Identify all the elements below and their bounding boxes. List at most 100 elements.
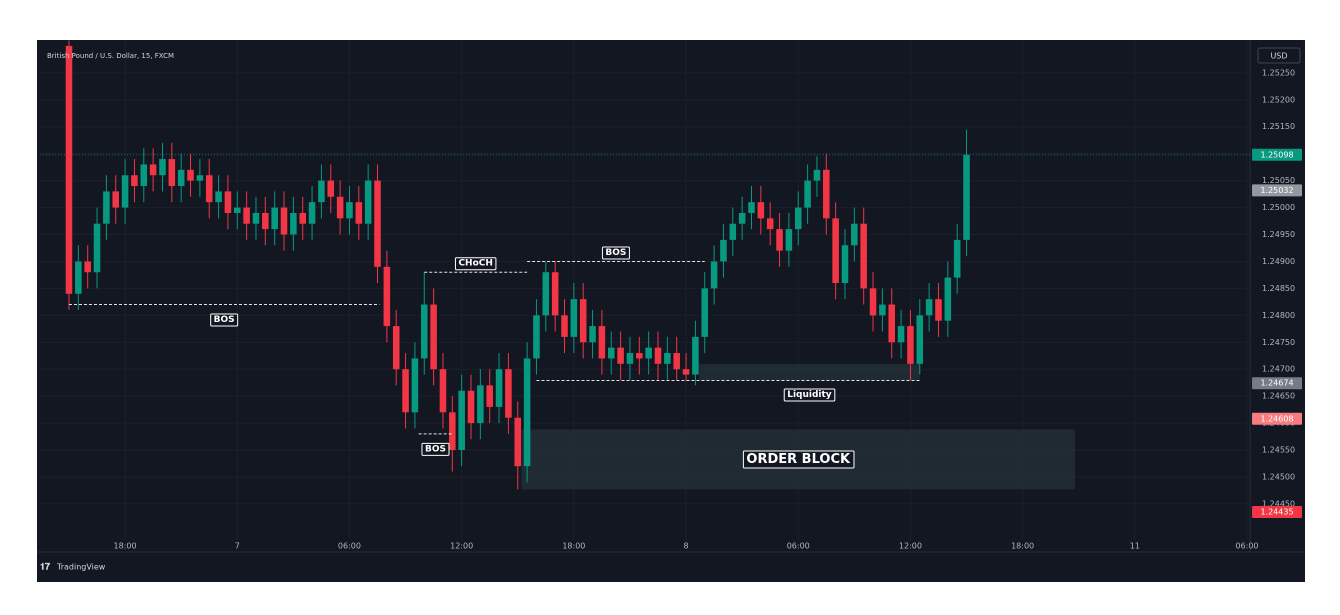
currency[interactable]: USD	[1270, 52, 1287, 61]
label-box	[454, 257, 497, 271]
y-tick-label: 1.24750	[1262, 338, 1295, 347]
y-tick-label: 1.24700	[1262, 365, 1295, 374]
candle-body	[392, 326, 400, 370]
candle-body	[785, 229, 793, 251]
candle-body	[907, 326, 914, 364]
y-tick-label: 1.25050	[1262, 176, 1295, 185]
candle-body	[140, 164, 148, 187]
candle-body	[813, 169, 821, 181]
candle-body	[551, 272, 559, 316]
price-tag	[1252, 148, 1302, 161]
x-tick-label: 11	[1130, 542, 1140, 551]
label-box	[601, 246, 630, 260]
chart-background	[37, 40, 1305, 582]
candle-body	[327, 180, 335, 197]
candle-body	[514, 417, 522, 467]
candle-body	[757, 202, 765, 219]
candle-body	[290, 212, 297, 235]
x-tick-label: 06:00	[1235, 542, 1258, 551]
candle-body	[196, 175, 204, 181]
candle-body	[65, 45, 73, 294]
price-tag-label: 1.24674	[1260, 379, 1293, 388]
candle-body	[916, 315, 924, 364]
candle-body	[177, 169, 185, 187]
levels: Liquidity ORDER BLOCK BOS CHoCH BOS BOS	[68, 246, 920, 469]
candle-body	[832, 218, 839, 283]
candle-body	[645, 347, 652, 359]
candle-body	[149, 164, 157, 176]
candle-body	[542, 272, 550, 316]
candle-body	[131, 175, 138, 187]
y-tick-label: 1.24850	[1262, 284, 1295, 293]
candle-body	[420, 304, 428, 359]
candle-body	[495, 369, 503, 407]
price-tag	[1252, 184, 1302, 197]
candle-body	[598, 326, 606, 359]
candle-body	[897, 326, 905, 343]
candle-body	[944, 277, 952, 321]
candle-body	[205, 175, 213, 203]
chart-title: British Pound / U.S. Dollar, 15, FXCM	[47, 52, 174, 60]
y-tick-label: 1.25150	[1262, 122, 1295, 131]
x-tick-label: 8	[683, 542, 688, 551]
candle-body	[748, 202, 755, 213]
candle-body	[103, 191, 110, 224]
candle-body	[636, 353, 643, 359]
candle-body	[364, 180, 372, 224]
x-tick-label: 7	[235, 542, 240, 551]
candle-body	[336, 196, 344, 219]
candle-body	[523, 358, 531, 467]
currency-box[interactable]	[1257, 47, 1301, 64]
candle-body	[439, 369, 447, 413]
candle-body	[234, 207, 241, 213]
label-box	[783, 388, 836, 402]
label-box	[421, 442, 450, 456]
candle-body	[383, 266, 391, 327]
candle-body	[860, 223, 867, 289]
candle-body	[701, 288, 709, 337]
price-tag	[1252, 377, 1302, 390]
candle-body	[823, 169, 830, 219]
y-tick-label: 1.24800	[1262, 311, 1295, 320]
candle-body	[766, 218, 774, 230]
label-box	[210, 313, 239, 327]
candle-body	[561, 315, 568, 337]
candle-body	[579, 299, 587, 343]
candle-body	[794, 207, 802, 230]
annotation-label: BOS	[425, 444, 446, 454]
candle-body	[159, 159, 166, 176]
candle-body	[121, 175, 129, 208]
candle-body	[682, 369, 690, 375]
y-tick-label: 1.25000	[1262, 203, 1295, 212]
candle-body	[224, 191, 232, 213]
zone	[699, 363, 920, 381]
candle-body	[402, 369, 409, 413]
annotation-label: Liquidity	[787, 390, 832, 400]
candle-body	[346, 202, 353, 219]
x-tick-label: 18:00	[1011, 542, 1034, 551]
price-tag-label: 1.25032	[1260, 186, 1293, 195]
price-tag-label: 1.24435	[1260, 507, 1293, 516]
x-tick-label: 18:00	[114, 542, 137, 551]
y-tick-label: 1.24550	[1262, 446, 1295, 455]
candle-body	[589, 326, 596, 343]
candle-body	[262, 212, 269, 230]
y-tick-label: 1.24450	[1262, 499, 1295, 508]
candle-body	[318, 180, 325, 203]
candle-body	[869, 288, 877, 316]
annotation-label: CHoCH	[458, 259, 492, 269]
candle-body	[243, 207, 250, 224]
y-tick-label: 1.24650	[1262, 392, 1295, 401]
candle-body	[963, 154, 970, 240]
x-tick-label: 12:00	[450, 542, 473, 551]
candle-body	[430, 304, 437, 370]
brand-logo: 𝟏𝟕	[40, 562, 50, 573]
candle-body	[252, 212, 260, 224]
candle-body	[925, 299, 933, 316]
axes: 1.244501.245001.245501.246001.246501.247…	[114, 68, 1302, 551]
candle-body	[84, 261, 91, 273]
candle-body	[654, 347, 662, 364]
candle-body	[879, 304, 886, 316]
